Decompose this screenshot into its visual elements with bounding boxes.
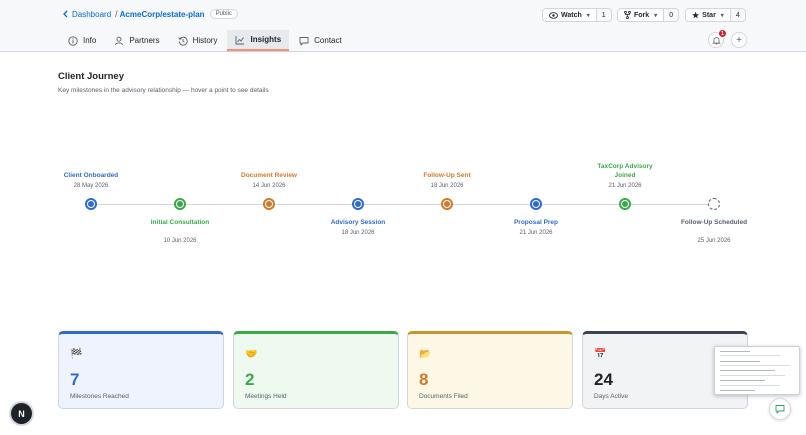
timeline-point-dot — [622, 201, 628, 207]
calendar-icon: 📅 — [594, 349, 607, 360]
stat-label: Days Active — [594, 393, 628, 400]
tab-partners[interactable]: Partners — [106, 30, 167, 51]
fork-label: Fork — [634, 11, 650, 19]
folder-icon: 📂 — [419, 349, 432, 360]
star-button-group[interactable]: ★ Star ▾ 4 — [685, 8, 746, 22]
back-link-label[interactable]: Dashboard — [72, 9, 112, 19]
fork-icon — [624, 11, 631, 19]
breadcrumb: Dashboard / AcmeCorp/estate-plan Public — [62, 9, 238, 19]
timeline-event-date: 18 Jun 2026 — [430, 183, 464, 189]
timeline-event-date: 21 Jun 2026 — [519, 230, 553, 236]
timeline-point[interactable] — [530, 198, 542, 210]
tab-info-label: Info — [83, 36, 97, 45]
page-preview-thumbnail[interactable] — [714, 346, 800, 395]
watch-label: Watch — [561, 11, 582, 19]
stat-label: Documents Filed — [419, 393, 468, 400]
timeline-event-title: Initial Consultation — [150, 219, 210, 226]
timeline-event-date: 28 May 2026 — [73, 183, 109, 189]
watch-button[interactable]: Watch ▾ — [543, 9, 597, 21]
stat-label: Meetings Held — [245, 393, 287, 400]
stat-card: 📂 8 Documents Filed — [407, 331, 573, 409]
timeline-event-date: 14 Jun 2026 — [252, 183, 286, 189]
chevron-left-icon — [63, 10, 68, 18]
watch-count[interactable]: 1 — [596, 9, 611, 21]
notifications-button[interactable]: 1 — [708, 30, 726, 48]
repo-tabs: Info Partners History Insights Contact — [60, 30, 352, 51]
chevron-down-icon: ▾ — [654, 12, 658, 19]
stat-value: 7 — [70, 370, 80, 389]
page-subtitle: Key milestones in the advisory relations… — [58, 87, 269, 94]
stat-card: 🤝 2 Meetings Held — [233, 331, 399, 409]
timeline-event-date: 10 Jun 2026 — [163, 238, 197, 244]
repo-name-link[interactable]: AcmeCorp/estate-plan — [119, 9, 205, 19]
handshake-icon: 🤝 — [245, 349, 258, 360]
stat-value: 8 — [419, 370, 429, 389]
timeline-point-dot — [444, 201, 450, 207]
watch-button-group[interactable]: Watch ▾ 1 — [542, 8, 612, 22]
timeline-point-dot — [266, 201, 272, 207]
timeline-event-date: 25 Jun 2026 — [697, 238, 731, 244]
fork-count[interactable]: 0 — [664, 9, 679, 21]
checkered-flag-icon: 🏁 — [70, 349, 83, 360]
timeline-event-title: TaxCorp Advisory Joined — [597, 163, 653, 179]
timeline-point-dot — [88, 201, 94, 207]
timeline-event-title: Proposal Prep — [513, 219, 559, 226]
timeline-axis — [92, 204, 714, 205]
eye-icon — [549, 11, 558, 19]
history-icon — [177, 36, 188, 46]
timeline-event-title: Advisory Session — [330, 219, 386, 226]
tab-insights-label: Insights — [250, 35, 282, 44]
comment-icon — [299, 36, 309, 45]
page-title: Client Journey — [58, 71, 124, 82]
timeline-point[interactable] — [85, 198, 97, 210]
add-button[interactable]: + — [731, 32, 747, 48]
timeline-event-title: Client Onboarded — [63, 172, 119, 179]
notification-count-badge: 1 — [719, 30, 726, 37]
tab-history[interactable]: History — [170, 30, 226, 51]
timeline-point-dot — [533, 201, 539, 207]
framework-dev-badge[interactable]: N — [11, 403, 32, 424]
timeline-event-title: Follow-Up Scheduled — [680, 219, 748, 226]
timeline-point[interactable] — [352, 198, 364, 210]
fork-button-group[interactable]: Fork ▾ 0 — [617, 8, 680, 22]
visibility-badge: Public — [209, 9, 238, 19]
bell-icon — [711, 36, 721, 44]
fork-button[interactable]: Fork ▾ — [618, 9, 665, 21]
back-link[interactable]: Dashboard — [62, 10, 111, 19]
timeline-point[interactable] — [619, 198, 631, 210]
stat-value: 24 — [594, 370, 613, 389]
breadcrumb-separator: / — [115, 9, 118, 19]
graph-icon — [236, 35, 245, 44]
chevron-down-icon: ▾ — [586, 12, 590, 19]
timeline-point-dot — [177, 201, 183, 207]
chat-button[interactable] — [769, 398, 791, 420]
timeline-event-date: 21 Jun 2026 — [608, 183, 642, 189]
star-icon: ★ — [692, 10, 700, 20]
info-icon — [68, 35, 78, 46]
stat-value: 2 — [245, 370, 255, 389]
star-label: Star — [702, 11, 716, 19]
stat-label: Milestones Reached — [70, 393, 129, 400]
timeline-event-title: Document Review — [241, 172, 297, 179]
tab-insights[interactable]: Insights — [227, 30, 290, 51]
tab-info[interactable]: Info — [60, 30, 104, 51]
chevron-down-icon: ▾ — [720, 12, 724, 19]
tab-contact[interactable]: Contact — [291, 30, 350, 51]
timeline-point[interactable] — [441, 198, 453, 210]
timeline-point[interactable] — [174, 198, 186, 210]
timeline-event-date: 18 Jun 2026 — [341, 230, 375, 236]
tab-partners-label: Partners — [129, 36, 160, 45]
chat-icon — [775, 405, 785, 414]
plus-icon: + — [736, 34, 742, 46]
timeline-point[interactable] — [263, 198, 275, 210]
timeline-event-title: Follow-Up Sent — [423, 172, 471, 179]
timeline-point[interactable] — [708, 198, 720, 210]
timeline-point-dot — [355, 201, 361, 207]
stat-card: 🏁 7 Milestones Reached — [58, 331, 224, 409]
tab-contact-label: Contact — [314, 36, 342, 45]
tab-history-label: History — [192, 36, 218, 45]
star-count[interactable]: 4 — [730, 9, 745, 21]
person-icon — [115, 36, 124, 45]
star-button[interactable]: ★ Star ▾ — [686, 9, 731, 21]
